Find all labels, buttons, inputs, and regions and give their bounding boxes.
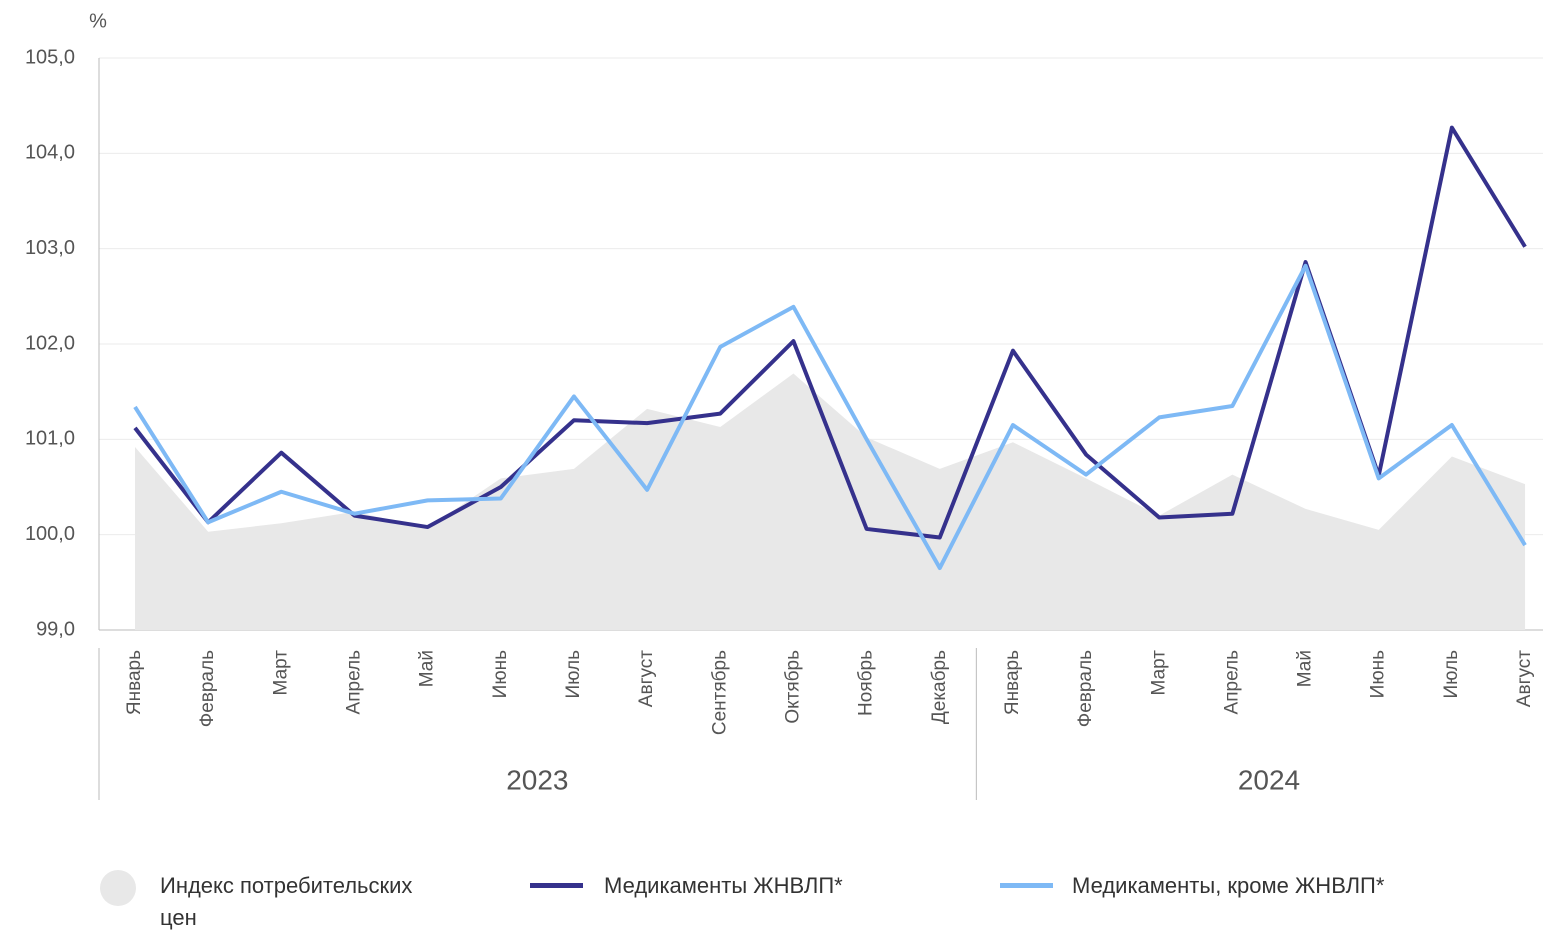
legend-label: Индекс потребительских цен bbox=[160, 873, 413, 930]
y-tick-label: 101,0 bbox=[25, 428, 75, 450]
line bbox=[133, 125, 1527, 540]
x-tick-label: Май bbox=[417, 650, 438, 687]
group-label: 2024 bbox=[1238, 764, 1300, 795]
group-label: 2023 bbox=[506, 764, 568, 795]
x-tick-label: Декабрь bbox=[929, 650, 950, 724]
x-tick-label: Сентябрь bbox=[709, 650, 730, 735]
x-tick-label: Ноябрь bbox=[856, 650, 877, 716]
x-tick-label: Июнь bbox=[1368, 650, 1389, 698]
x-tick-label: Июль bbox=[1441, 650, 1462, 699]
chart: % 99,0 100,0 101,0 102,0 103,0 104,0 105,0 Янва… bbox=[25, 10, 1543, 800]
y-tick-label: 102,0 bbox=[25, 332, 75, 354]
area bbox=[135, 373, 1526, 630]
legend-label: Медикаменты, кроме ЖНВЛП* bbox=[1072, 873, 1385, 898]
y-tick-label: 104,0 bbox=[25, 142, 75, 164]
legend-marker bbox=[530, 883, 583, 888]
x-tick-label: Июнь bbox=[490, 650, 511, 698]
x-tick-label: Август bbox=[636, 650, 657, 707]
x-tick-label: Октябрь bbox=[782, 650, 803, 724]
x-tick-label: Январь bbox=[1002, 650, 1023, 715]
x-tick-label: Март bbox=[270, 650, 291, 696]
x-tick-label: Апрель bbox=[1221, 650, 1242, 715]
x-tick-label: Май bbox=[1295, 650, 1316, 687]
legend-label: Медикаменты ЖНВЛП* bbox=[604, 873, 843, 898]
x-tick-label: Апрель bbox=[343, 650, 364, 715]
y-tick-label: 103,0 bbox=[25, 237, 75, 259]
y-tick-label: 100,0 bbox=[25, 523, 75, 545]
unit-label: % bbox=[89, 10, 107, 32]
x-tick-label: Февраль bbox=[197, 650, 218, 727]
x-tick-label: Февраль bbox=[1075, 650, 1096, 727]
x-tick-label: Март bbox=[1148, 650, 1169, 696]
line bbox=[133, 263, 1527, 571]
x-tick-label: Июль bbox=[563, 650, 584, 699]
legend-marker bbox=[100, 870, 136, 906]
y-tick-label: 99,0 bbox=[36, 618, 75, 640]
x-tick-label: Январь bbox=[124, 650, 145, 715]
y-tick-label: 105,0 bbox=[25, 46, 75, 68]
x-tick-label: Август bbox=[1514, 650, 1535, 707]
legend-marker bbox=[1000, 883, 1053, 888]
